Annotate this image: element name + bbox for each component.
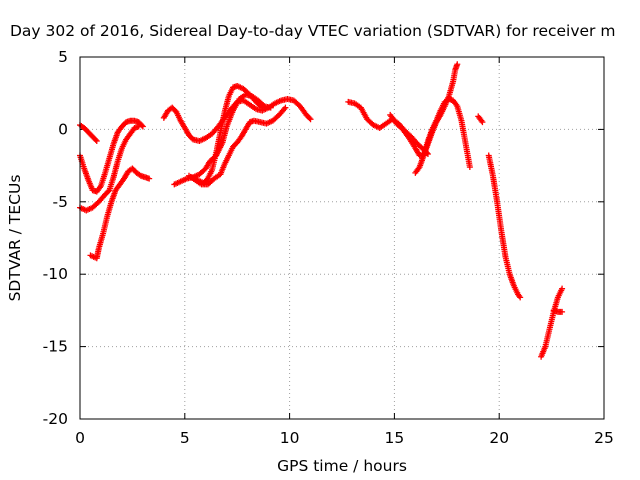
y-tick-label: -10 — [43, 265, 68, 283]
plot-frame — [79, 56, 605, 420]
x-axis-label: GPS time / hours — [277, 457, 407, 475]
data-point — [259, 104, 266, 111]
series-arc-2 — [77, 117, 146, 195]
data-series — [77, 61, 566, 360]
series-arc-11 — [412, 95, 473, 176]
data-point — [517, 294, 524, 301]
data-point — [466, 164, 473, 171]
data-point — [479, 119, 486, 126]
data-point — [138, 122, 145, 129]
data-point — [93, 137, 100, 144]
series-arc-13 — [485, 152, 524, 301]
data-point — [146, 175, 153, 182]
x-tick-label: 15 — [385, 429, 405, 447]
series-arc-7 — [188, 82, 266, 186]
x-tick-label: 20 — [489, 429, 509, 447]
y-tick-label: -5 — [53, 193, 68, 211]
series-arc-15 — [550, 307, 566, 315]
y-tick-label: -15 — [43, 338, 68, 356]
data-point — [135, 123, 142, 130]
series-arc-12 — [475, 113, 486, 126]
series-arc-10 — [387, 61, 461, 159]
data-point — [559, 308, 566, 315]
data-point — [267, 104, 274, 111]
data-point — [307, 116, 314, 123]
series-arc-14 — [538, 285, 566, 360]
y-tick-label: 5 — [58, 48, 68, 66]
y-tick-label: -20 — [43, 410, 68, 428]
data-point — [306, 115, 313, 122]
tick-labels: 0 5 10 15 20 25 -20 -15 -10 -5 0 5 — [43, 48, 614, 447]
series-arc-1 — [77, 122, 100, 144]
y-axis-label: SDTVAR / TECUs — [6, 175, 24, 302]
series-arc-3 — [77, 123, 142, 214]
data-point — [258, 103, 265, 110]
series-arc-4 — [87, 165, 153, 262]
x-tick-label: 5 — [180, 429, 190, 447]
y-tick-label: 0 — [58, 120, 68, 138]
x-tick-label: 25 — [594, 429, 614, 447]
data-point — [282, 104, 289, 111]
data-point — [92, 136, 99, 143]
grid — [79, 56, 605, 420]
x-tick-label: 10 — [280, 429, 300, 447]
x-tick-label: 0 — [75, 429, 85, 447]
data-point — [559, 285, 566, 292]
chart-title: Day 302 of 2016, Sidereal Day-to-day VTE… — [10, 22, 615, 40]
series-arc-8 — [185, 104, 289, 188]
data-point — [454, 61, 461, 68]
